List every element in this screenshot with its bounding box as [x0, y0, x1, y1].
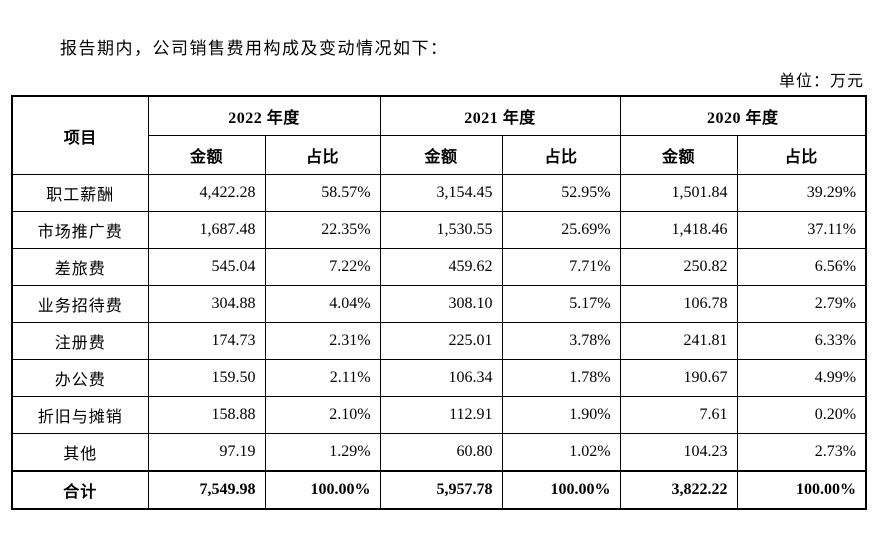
table-row: 折旧与摊销 158.88 2.10% 112.91 1.90% 7.61 0.2… — [11, 396, 867, 434]
cell-total-amount: 3,822.22 — [619, 470, 738, 510]
cell-ratio: 5.17% — [501, 285, 621, 323]
cell-amount: 60.80 — [379, 433, 503, 472]
cell-amount: 190.67 — [619, 359, 738, 397]
cell-ratio: 2.73% — [736, 433, 867, 472]
header-year-2022: 2022 年度 — [147, 95, 381, 136]
header-ratio-2020: 占比 — [736, 135, 867, 175]
cell-ratio: 52.95% — [501, 174, 621, 212]
sales-expense-table: 项目 2022 年度 2021 年度 2020 年度 金额 占比 金额 占比 金… — [11, 95, 868, 510]
cell-amount: 174.73 — [147, 322, 266, 360]
table-row: 其他 97.19 1.29% 60.80 1.02% 104.23 2.73% — [11, 433, 867, 472]
cell-amount: 97.19 — [147, 433, 266, 472]
cell-ratio: 7.71% — [501, 248, 621, 286]
row-item-label: 市场推广费 — [11, 211, 149, 249]
header-amount-2021: 金额 — [379, 135, 503, 175]
header-amount-2020: 金额 — [619, 135, 738, 175]
cell-amount: 241.81 — [619, 322, 738, 360]
cell-ratio: 1.29% — [264, 433, 381, 472]
table-header-row-subcolumns: 金额 占比 金额 占比 金额 占比 — [12, 135, 867, 175]
cell-ratio: 6.56% — [736, 248, 867, 286]
cell-amount: 106.78 — [619, 285, 738, 323]
cell-amount: 4,422.28 — [147, 174, 266, 212]
cell-amount: 308.10 — [379, 285, 503, 323]
cell-amount: 250.82 — [619, 248, 738, 286]
table-row: 注册费 174.73 2.31% 225.01 3.78% 241.81 6.3… — [11, 322, 867, 360]
cell-ratio: 1.02% — [501, 433, 621, 472]
cell-ratio: 6.33% — [736, 322, 867, 360]
row-item-label: 其他 — [11, 433, 149, 472]
cell-ratio: 1.78% — [501, 359, 621, 397]
header-year-2020: 2020 年度 — [619, 95, 867, 136]
cell-ratio: 4.99% — [736, 359, 867, 397]
row-item-label: 办公费 — [11, 359, 149, 397]
row-item-label: 职工薪酬 — [11, 174, 149, 212]
cell-amount: 7.61 — [619, 396, 738, 434]
cell-total-ratio: 100.00% — [501, 470, 621, 510]
cell-ratio: 2.79% — [736, 285, 867, 323]
table-row: 市场推广费 1,687.48 22.35% 1,530.55 25.69% 1,… — [11, 211, 867, 249]
cell-ratio: 4.04% — [264, 285, 381, 323]
header-ratio-2022: 占比 — [264, 135, 381, 175]
total-row-label: 合计 — [11, 470, 149, 510]
cell-ratio: 7.22% — [264, 248, 381, 286]
unit-label: 单位：万元 — [778, 73, 864, 90]
cell-ratio: 25.69% — [501, 211, 621, 249]
row-item-label: 折旧与摊销 — [11, 396, 149, 434]
intro-paragraph: 报告期内，公司销售费用构成及变动情况如下： — [60, 39, 449, 58]
cell-total-ratio: 100.00% — [736, 470, 867, 510]
header-amount-2022: 金额 — [147, 135, 266, 175]
cell-amount: 1,687.48 — [147, 211, 266, 249]
cell-total-amount: 5,957.78 — [379, 470, 503, 510]
cell-amount: 304.88 — [147, 285, 266, 323]
cell-ratio: 2.31% — [264, 322, 381, 360]
cell-ratio: 39.29% — [736, 174, 867, 212]
cell-amount: 1,530.55 — [379, 211, 503, 249]
cell-amount: 104.23 — [619, 433, 738, 472]
cell-ratio: 3.78% — [501, 322, 621, 360]
header-ratio-2021: 占比 — [501, 135, 621, 175]
cell-amount: 1,501.84 — [619, 174, 738, 212]
cell-amount: 3,154.45 — [379, 174, 503, 212]
cell-ratio: 0.20% — [736, 396, 867, 434]
table-row: 业务招待费 304.88 4.04% 308.10 5.17% 106.78 2… — [11, 285, 867, 323]
header-year-2021: 2021 年度 — [379, 95, 621, 136]
cell-ratio: 2.11% — [264, 359, 381, 397]
table-row: 职工薪酬 4,422.28 58.57% 3,154.45 52.95% 1,5… — [11, 174, 867, 212]
cell-amount: 1,418.46 — [619, 211, 738, 249]
cell-ratio: 1.90% — [501, 396, 621, 434]
cell-amount: 225.01 — [379, 322, 503, 360]
row-item-label: 业务招待费 — [11, 285, 149, 323]
table-header-row-years: 项目 2022 年度 2021 年度 2020 年度 — [11, 95, 867, 175]
cell-ratio: 58.57% — [264, 174, 381, 212]
cell-amount: 545.04 — [147, 248, 266, 286]
cell-total-amount: 7,549.98 — [147, 470, 266, 510]
cell-amount: 158.88 — [147, 396, 266, 434]
cell-ratio: 37.11% — [736, 211, 867, 249]
cell-total-ratio: 100.00% — [264, 470, 381, 510]
cell-amount: 112.91 — [379, 396, 503, 434]
row-item-label: 注册费 — [11, 322, 149, 360]
cell-amount: 459.62 — [379, 248, 503, 286]
cell-ratio: 2.10% — [264, 396, 381, 434]
table-total-row: 合计 7,549.98 100.00% 5,957.78 100.00% 3,8… — [11, 470, 867, 510]
header-item: 项目 — [11, 95, 149, 175]
cell-amount: 106.34 — [379, 359, 503, 397]
cell-ratio: 22.35% — [264, 211, 381, 249]
row-item-label: 差旅费 — [11, 248, 149, 286]
table-row: 差旅费 545.04 7.22% 459.62 7.71% 250.82 6.5… — [11, 248, 867, 286]
table-row: 办公费 159.50 2.11% 106.34 1.78% 190.67 4.9… — [11, 359, 867, 397]
cell-amount: 159.50 — [147, 359, 266, 397]
